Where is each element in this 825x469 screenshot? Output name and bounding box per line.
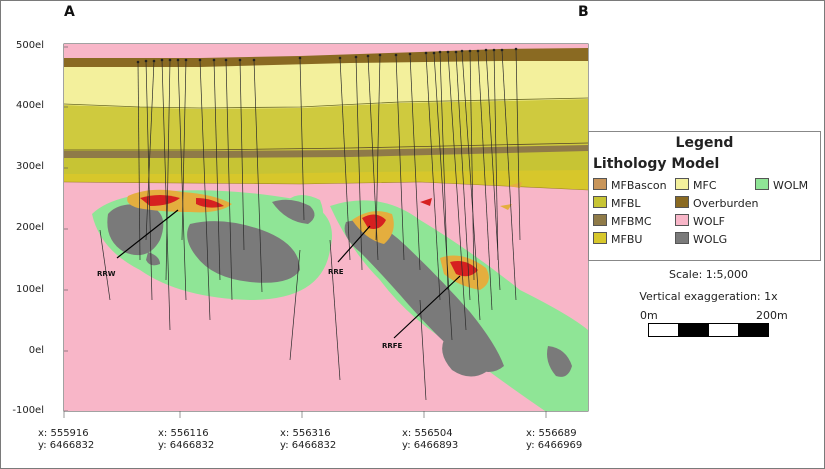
scale-ratio: Scale: 1:5,000 <box>669 268 748 281</box>
legend-swatch <box>675 214 689 226</box>
legend-swatch <box>593 214 607 226</box>
rrw-leader <box>116 209 179 259</box>
wolg-east-lower <box>442 336 486 377</box>
legend: Legend Lithology Model MFBascon MFC WOLM… <box>588 131 821 261</box>
legend-swatch <box>593 232 607 244</box>
x-tick-label: x: 556504 y: 6466893 <box>402 428 459 451</box>
wolg-west-a <box>107 204 164 256</box>
rre-leader <box>337 225 371 263</box>
x-tick-label: x: 556316 y: 6466832 <box>280 428 337 451</box>
legend-item-wolg: WOLG <box>675 232 727 246</box>
legend-item-mfbu: MFBU <box>593 232 642 246</box>
y-tick-label: 0el <box>28 345 44 356</box>
legend-item-wolm: WOLM <box>755 178 808 192</box>
rrfe-label: RRFE <box>382 342 403 350</box>
y-tick-label: 100el <box>15 284 44 295</box>
wolg-pod <box>547 346 572 377</box>
scale-bar-start-label: 0m <box>640 309 658 322</box>
legend-item-overburden: Overburden <box>675 196 758 210</box>
x-tick-label: x: 556116 y: 6466832 <box>158 428 215 451</box>
y-tick-label: -100el <box>12 405 44 416</box>
y-tick-label: 200el <box>15 222 44 233</box>
scale-bar-end-label: 200m <box>756 309 788 322</box>
legend-swatch <box>755 178 769 190</box>
wolg-pod-2 <box>146 252 160 266</box>
legend-item-wolf: WOLF <box>675 214 725 228</box>
wolg-east <box>344 220 504 372</box>
y-tick-label: 300el <box>15 161 44 172</box>
rrw-label: RRW <box>97 270 116 278</box>
scale-bar <box>648 323 769 337</box>
wolg-west-b <box>187 221 300 283</box>
legend-item-mfbascon: MFBascon <box>593 178 667 192</box>
legend-item-mfbl: MFBL <box>593 196 641 210</box>
legend-swatch <box>675 178 689 190</box>
legend-swatch <box>593 196 607 208</box>
x-tick-label: x: 555916 y: 6466832 <box>38 428 95 451</box>
legend-swatch <box>593 178 607 190</box>
mfbl-unit <box>64 150 588 174</box>
legend-title: Legend <box>675 135 734 151</box>
rrfe-leader <box>393 275 461 339</box>
section-start-label: A <box>64 4 75 20</box>
section-end-label: B <box>578 4 589 20</box>
y-tick-label: 500el <box>15 40 44 51</box>
legend-swatch <box>675 196 689 208</box>
legend-swatch <box>675 232 689 244</box>
legend-subtitle: Lithology Model <box>593 156 720 172</box>
rre-label: RRE <box>328 268 344 276</box>
vertical-exaggeration: Vertical exaggeration: 1x <box>639 290 778 303</box>
y-tick-label: 400el <box>15 100 44 111</box>
mfbl-upper-unit <box>64 98 588 151</box>
legend-item-mfbmc: MFBMC <box>593 214 652 228</box>
legend-item-mfc: MFC <box>675 178 717 192</box>
x-tick-label: x: 556689 y: 6466969 <box>526 428 583 451</box>
